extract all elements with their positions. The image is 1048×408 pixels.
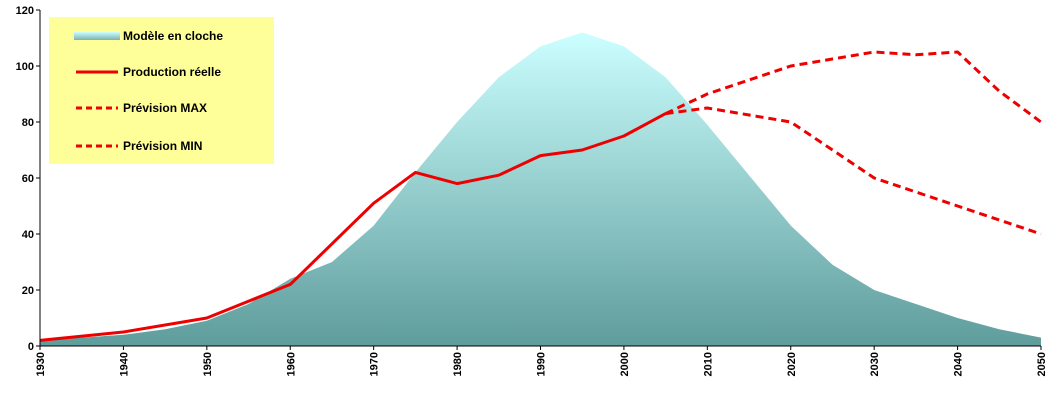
y-tick-label: 120	[16, 5, 34, 17]
legend-label: Prévision MAX	[123, 101, 207, 115]
y-tick-label: 80	[22, 117, 34, 129]
line-layer	[39, 50, 1042, 342]
legend-label: Prévision MIN	[123, 139, 202, 153]
area-layer	[40, 32, 1041, 347]
series-line-3	[665, 106, 1042, 236]
y-tick-label: 20	[22, 285, 34, 297]
x-tick-label: 1980	[452, 352, 464, 376]
x-tick-label: 1950	[202, 352, 214, 376]
y-tick-label: 0	[28, 341, 34, 353]
series-line-1	[39, 112, 667, 342]
x-tick-label: 2040	[953, 352, 965, 376]
y-tick-label: 60	[22, 173, 34, 185]
legend-label: Production réelle	[123, 65, 221, 79]
legend-label: Modèle en cloche	[123, 29, 223, 43]
legend-swatch	[74, 32, 120, 40]
y-tick-label: 40	[22, 229, 34, 241]
x-tick-label: 1930	[35, 352, 47, 376]
x-tick-label: 1970	[369, 352, 381, 376]
y-tick-label: 100	[16, 61, 34, 73]
legend: Modèle en cloche Production réelle Prévisi…	[49, 17, 274, 164]
x-tick-label: 2000	[619, 352, 631, 376]
series-area-0	[40, 32, 1041, 347]
x-tick-label: 2010	[702, 352, 714, 376]
legend-box	[49, 17, 274, 164]
x-tick-label: 2050	[1036, 352, 1048, 376]
x-tick-label: 2020	[786, 352, 798, 376]
x-tick-label: 1960	[285, 352, 297, 376]
series-line-2	[664, 50, 1042, 124]
x-tick-label: 1940	[118, 352, 130, 376]
x-tick-label: 2030	[869, 352, 881, 376]
x-tick-label: 1990	[536, 352, 548, 376]
